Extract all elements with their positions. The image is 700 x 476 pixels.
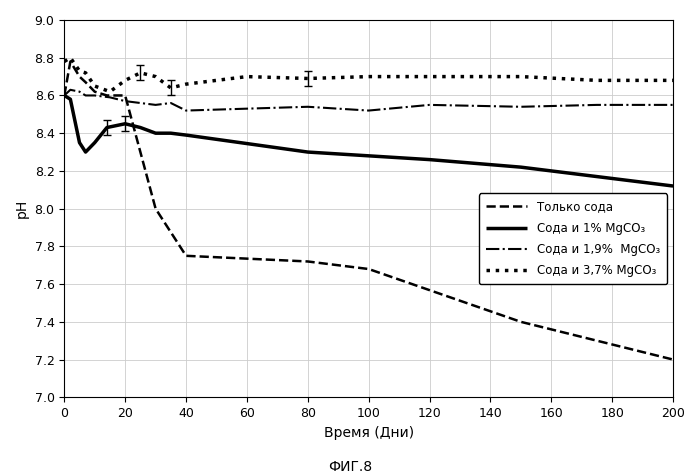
Сода и 1,9%  MgCO₃: [669, 102, 678, 108]
Сода и 1% MgCO₃: [76, 140, 84, 146]
Только сода: [517, 319, 525, 325]
Сода и 3,7% MgCO₃: [243, 74, 251, 79]
Только сода: [81, 79, 90, 85]
Text: ФИГ.8: ФИГ.8: [328, 460, 372, 474]
Только сода: [103, 93, 111, 99]
Сода и 3,7% MgCO₃: [669, 78, 678, 83]
Сода и 3,7% MgCO₃: [182, 81, 190, 87]
Только сода: [151, 206, 160, 211]
Сода и 1% MgCO₃: [90, 140, 99, 146]
Сода и 1% MgCO₃: [103, 125, 111, 130]
Сода и 3,7% MgCO₃: [426, 74, 434, 79]
Только сода: [66, 59, 75, 64]
Только сода: [593, 338, 601, 344]
Line: Только сода: Только сода: [64, 61, 673, 359]
Сода и 3,7% MgCO₃: [76, 68, 84, 74]
Сода и 1% MgCO₃: [81, 149, 90, 155]
Line: Сода и 3,7% MgCO₃: Сода и 3,7% MgCO₃: [64, 58, 673, 92]
Только сода: [121, 93, 130, 99]
Сода и 3,7% MgCO₃: [304, 76, 312, 81]
Сода и 1% MgCO₃: [593, 174, 601, 179]
Сода и 3,7% MgCO₃: [106, 89, 114, 95]
Сода и 1,9%  MgCO₃: [81, 93, 90, 99]
Сода и 1% MgCO₃: [121, 121, 130, 127]
Сода и 1% MgCO₃: [182, 132, 190, 138]
Сода и 1% MgCO₃: [136, 125, 145, 130]
Сода и 3,7% MgCO₃: [365, 74, 373, 79]
Сода и 3,7% MgCO₃: [167, 85, 175, 91]
Сода и 1,9%  MgCO₃: [167, 100, 175, 106]
Сода и 1% MgCO₃: [167, 130, 175, 136]
Сода и 1,9%  MgCO₃: [60, 93, 69, 99]
Сода и 1% MgCO₃: [66, 96, 75, 102]
Сода и 1% MgCO₃: [304, 149, 312, 155]
Сода и 1,9%  MgCO₃: [151, 102, 160, 108]
Сода и 1,9%  MgCO₃: [304, 104, 312, 109]
Сода и 1% MgCO₃: [151, 130, 160, 136]
Сода и 3,7% MgCO₃: [60, 59, 69, 64]
Сода и 3,7% MgCO₃: [136, 70, 145, 76]
Сода и 1,9%  MgCO₃: [106, 95, 114, 100]
Y-axis label: pH: pH: [15, 199, 29, 218]
Сода и 3,7% MgCO₃: [151, 74, 160, 79]
Только сода: [182, 253, 190, 258]
Сода и 1,9%  MgCO₃: [121, 98, 130, 104]
Сода и 1,9%  MgCO₃: [517, 104, 525, 109]
X-axis label: Время (Дни): Время (Дни): [323, 426, 414, 439]
Сода и 3,7% MgCO₃: [81, 70, 90, 76]
Line: Сода и 1,9%  MgCO₃: Сода и 1,9% MgCO₃: [64, 90, 673, 110]
Сода и 3,7% MgCO₃: [593, 78, 601, 83]
Сода и 3,7% MgCO₃: [517, 74, 525, 79]
Сода и 3,7% MgCO₃: [66, 55, 75, 60]
Только сода: [90, 89, 99, 95]
Сода и 1,9%  MgCO₃: [136, 100, 145, 106]
Сода и 1,9%  MgCO₃: [426, 102, 434, 108]
Сода и 1% MgCO₃: [669, 183, 678, 189]
Только сода: [304, 258, 312, 264]
Сода и 1,9%  MgCO₃: [365, 108, 373, 113]
Только сода: [60, 93, 69, 99]
Сода и 1% MgCO₃: [517, 164, 525, 170]
Сода и 1,9%  MgCO₃: [66, 87, 75, 93]
Сода и 1% MgCO₃: [426, 157, 434, 162]
Сода и 1,9%  MgCO₃: [243, 106, 251, 111]
Только сода: [76, 74, 84, 79]
Сода и 1,9%  MgCO₃: [593, 102, 601, 108]
Сода и 3,7% MgCO₃: [90, 83, 99, 89]
Только сода: [669, 357, 678, 362]
Сода и 3,7% MgCO₃: [121, 78, 130, 83]
Сода и 1,9%  MgCO₃: [76, 89, 84, 95]
Сода и 1,9%  MgCO₃: [90, 93, 99, 99]
Сода и 1% MgCO₃: [60, 93, 69, 99]
Сода и 1,9%  MgCO₃: [182, 108, 190, 113]
Только сода: [365, 266, 373, 272]
Line: Сода и 1% MgCO₃: Сода и 1% MgCO₃: [64, 96, 673, 186]
Legend: Только сода, Сода и 1% MgCO₃, Сода и 1,9%  MgCO₃, Сода и 3,7% MgCO₃: Только сода, Сода и 1% MgCO₃, Сода и 1,9…: [479, 193, 667, 284]
